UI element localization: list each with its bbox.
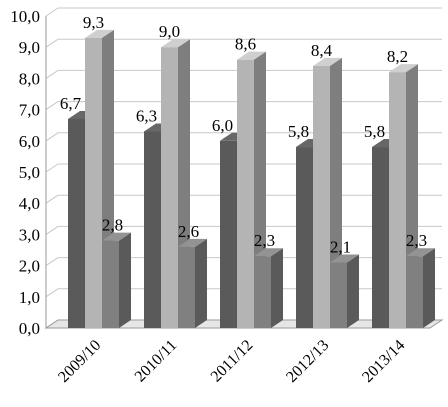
y-tick-label: 0,0 bbox=[19, 319, 40, 338]
bar bbox=[254, 256, 271, 328]
gridline-side bbox=[45, 163, 59, 173]
y-tick-label: 5,0 bbox=[19, 163, 40, 182]
bar bbox=[220, 140, 237, 328]
x-tick-label: 2009/10 bbox=[55, 337, 104, 386]
bar-side bbox=[347, 254, 359, 328]
y-tick-label: 6,0 bbox=[19, 132, 40, 151]
x-tick-label: 2013/14 bbox=[359, 337, 408, 386]
bar-side bbox=[271, 248, 283, 328]
bar bbox=[237, 59, 254, 329]
data-label: 8,6 bbox=[235, 35, 256, 54]
bar-top bbox=[161, 39, 190, 48]
gridline-side bbox=[45, 194, 59, 204]
bar-top bbox=[389, 64, 418, 73]
data-label: 2,3 bbox=[254, 231, 275, 250]
data-label: 6,0 bbox=[212, 116, 233, 135]
gridline-side bbox=[45, 132, 59, 142]
data-label: 2,8 bbox=[102, 216, 123, 235]
data-label: 2,6 bbox=[178, 222, 199, 241]
gridline-side bbox=[45, 7, 59, 17]
bar bbox=[68, 118, 85, 329]
bar bbox=[330, 262, 347, 328]
bar-side bbox=[119, 232, 131, 328]
bar-top bbox=[85, 29, 114, 38]
bar bbox=[144, 131, 161, 328]
bar-top bbox=[237, 51, 266, 60]
bar bbox=[85, 37, 102, 329]
x-tick-label: 2011/12 bbox=[208, 337, 257, 386]
data-label: 9,3 bbox=[83, 13, 104, 32]
data-label: 9,0 bbox=[159, 22, 180, 41]
data-label: 5,8 bbox=[364, 122, 385, 141]
y-tick-label: 10,0 bbox=[10, 7, 40, 26]
gridline-side bbox=[45, 38, 59, 48]
bar bbox=[406, 256, 423, 328]
bar bbox=[296, 147, 313, 328]
bar bbox=[313, 65, 330, 329]
gridline-side bbox=[45, 101, 59, 111]
bar-top bbox=[254, 248, 283, 257]
gridline-side bbox=[45, 257, 59, 267]
bar bbox=[102, 240, 119, 328]
gridline-side bbox=[45, 225, 59, 235]
bar bbox=[389, 72, 406, 328]
data-label: 2,1 bbox=[330, 237, 351, 256]
bar-side bbox=[423, 248, 435, 328]
data-labels: 6,7 9,3 2,8 6,3 9,0 2,6 6,0 8,6 2,3 5,8 8,4 2,1 5,8 8… bbox=[60, 13, 427, 257]
bars bbox=[68, 29, 435, 329]
x-tick-label: 2012/13 bbox=[283, 337, 332, 386]
data-label: 5,8 bbox=[288, 122, 309, 141]
x-tick-label: 2010/11 bbox=[132, 337, 181, 386]
bar bbox=[161, 47, 178, 328]
bar-top bbox=[102, 232, 131, 241]
bar-top bbox=[178, 238, 207, 247]
data-label: 2,3 bbox=[406, 231, 427, 250]
data-label: 6,7 bbox=[60, 94, 82, 113]
y-tick-label: 8,0 bbox=[19, 69, 40, 88]
bar-top bbox=[330, 254, 359, 263]
bar-side bbox=[195, 238, 207, 328]
data-label: 8,2 bbox=[387, 47, 408, 66]
y-tick-label: 1,0 bbox=[19, 288, 40, 307]
bar-top bbox=[406, 248, 435, 257]
bar bbox=[178, 246, 195, 328]
gridline-side bbox=[45, 69, 59, 79]
bar bbox=[372, 147, 389, 328]
data-label: 6,3 bbox=[136, 106, 157, 125]
gridline-side bbox=[45, 288, 59, 298]
y-tick-label: 2,0 bbox=[19, 257, 40, 276]
y-tick-labels: 0,0 1,0 2,0 3,0 4,0 5,0 6,0 7,0 8,0 9,0 10,0 bbox=[10, 7, 40, 338]
y-tick-label: 4,0 bbox=[19, 194, 40, 213]
y-tick-label: 7,0 bbox=[19, 101, 40, 120]
bar-top bbox=[313, 57, 342, 66]
y-tick-label: 3,0 bbox=[19, 225, 40, 244]
data-label: 8,4 bbox=[311, 41, 333, 60]
y-tick-label: 9,0 bbox=[19, 38, 40, 57]
x-tick-labels: 2009/10 2010/11 2011/12 2012/13 2013/14 bbox=[55, 337, 408, 386]
